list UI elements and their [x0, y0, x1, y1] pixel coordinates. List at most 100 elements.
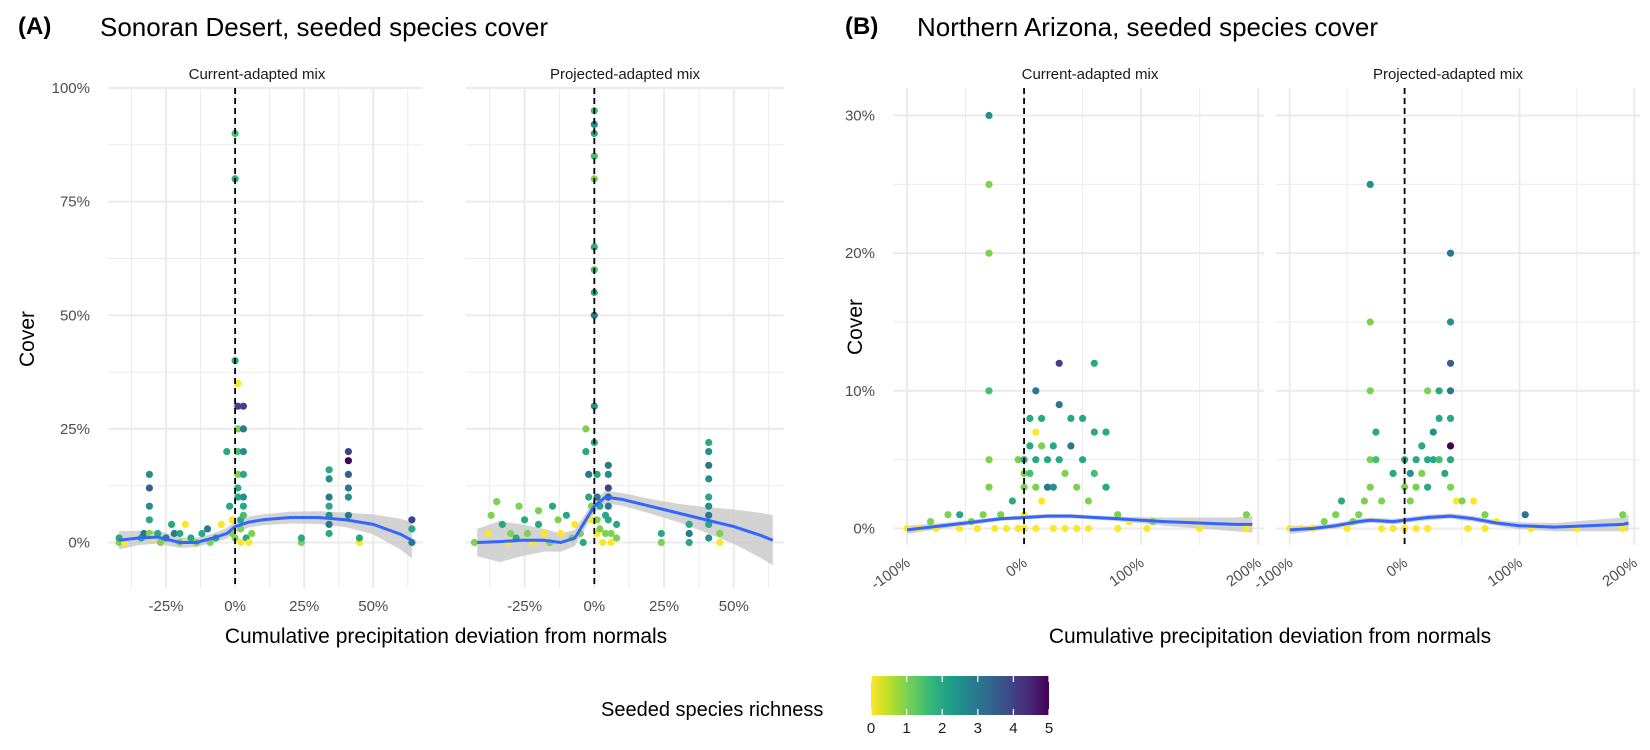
legend-colorbar	[871, 676, 1049, 715]
panel-b-x-axis-title: Cumulative precipitation deviation from …	[1049, 625, 1491, 648]
data-point	[523, 529, 532, 538]
data-point	[1032, 483, 1040, 491]
data-point	[1481, 511, 1489, 519]
data-point	[484, 529, 492, 538]
data-point	[1084, 497, 1092, 505]
data-point	[593, 516, 601, 524]
data-point	[1418, 469, 1426, 477]
data-point	[1242, 511, 1250, 519]
panel-b-facet-2-plot	[1276, 88, 1640, 545]
data-point	[223, 448, 231, 456]
data-point	[1424, 387, 1432, 395]
data-point	[1429, 456, 1437, 464]
data-point	[1446, 442, 1455, 450]
data-point	[344, 470, 352, 478]
data-point	[1452, 497, 1460, 505]
legend-tick-label: 2	[938, 720, 946, 737]
data-point	[926, 518, 935, 526]
data-point	[1378, 497, 1386, 505]
data-point	[705, 534, 713, 542]
data-point	[705, 461, 713, 469]
smooth-line	[906, 514, 1253, 532]
data-point	[234, 470, 242, 478]
data-point	[554, 516, 562, 524]
legend-tick-label: 5	[1045, 720, 1053, 737]
data-point	[170, 529, 178, 538]
data-point	[248, 529, 256, 538]
data-point	[234, 493, 242, 501]
data-point	[226, 502, 234, 510]
data-point	[705, 502, 713, 510]
data-point	[979, 511, 987, 519]
panel-a-y-axis-title: Cover	[16, 311, 39, 367]
panel-a-facet-2-plot	[466, 87, 784, 588]
x-tick-label: 25%	[289, 598, 319, 615]
panel-a-facet-2-label: Projected-adapted mix	[550, 66, 701, 83]
data-point	[187, 534, 195, 542]
data-point	[613, 534, 621, 542]
data-point	[593, 470, 601, 478]
data-point	[1424, 524, 1432, 533]
data-point	[604, 484, 612, 492]
panel-a-y-ticks: 0% 25% 50% 75% 100%	[52, 80, 90, 552]
data-point	[1090, 428, 1098, 436]
data-point	[1090, 359, 1098, 367]
data-point	[234, 448, 242, 456]
data-point	[1469, 497, 1478, 505]
data-point	[590, 311, 598, 319]
data-point	[1038, 442, 1046, 450]
data-point	[1002, 524, 1011, 533]
y-tick-label: 30%	[845, 108, 875, 125]
x-tick-label: 0%	[1383, 554, 1411, 580]
data-point	[1406, 469, 1414, 477]
data-point	[1026, 414, 1034, 422]
data-point	[1619, 524, 1627, 533]
data-point	[1067, 414, 1075, 422]
x-tick-label: -25%	[507, 598, 542, 615]
data-point	[1412, 524, 1420, 533]
data-point	[1446, 359, 1455, 367]
data-point	[1435, 387, 1443, 395]
data-point	[613, 520, 621, 529]
x-tick-label: 100%	[1106, 554, 1147, 590]
data-point	[154, 529, 162, 538]
data-point	[325, 475, 333, 483]
data-point	[239, 502, 247, 510]
panel-a-facet-1-plot	[108, 87, 423, 588]
data-point	[534, 507, 543, 515]
x-tick-label: 50%	[358, 598, 388, 615]
data-point	[548, 502, 557, 510]
data-point	[1366, 318, 1374, 326]
data-point	[991, 524, 999, 533]
panel-a-letter: (A)	[18, 13, 51, 40]
data-point	[1389, 469, 1397, 477]
data-point	[470, 538, 478, 547]
data-point	[997, 511, 1005, 519]
data-point	[540, 529, 548, 538]
data-point	[557, 529, 565, 538]
data-point	[1360, 497, 1368, 505]
data-point	[985, 180, 993, 188]
data-point	[234, 425, 242, 433]
data-point	[239, 511, 247, 519]
data-point	[1102, 428, 1110, 436]
data-point	[1418, 442, 1426, 450]
data-point	[1406, 497, 1414, 505]
data-point	[1412, 483, 1420, 491]
data-point	[944, 511, 952, 519]
data-point	[1014, 524, 1022, 533]
data-point	[1332, 511, 1340, 519]
data-point	[582, 425, 590, 433]
data-point	[590, 120, 598, 128]
data-point	[239, 493, 247, 501]
x-tick-label: 200%	[1599, 554, 1640, 590]
data-point	[1366, 483, 1374, 491]
data-point	[325, 529, 333, 538]
data-point	[1196, 524, 1204, 533]
data-point	[562, 511, 571, 519]
data-point	[1446, 414, 1455, 422]
data-point	[156, 538, 165, 547]
smooth-confidence-band	[1289, 513, 1629, 534]
data-point	[1084, 524, 1092, 533]
y-tick-label: 75%	[60, 194, 90, 211]
